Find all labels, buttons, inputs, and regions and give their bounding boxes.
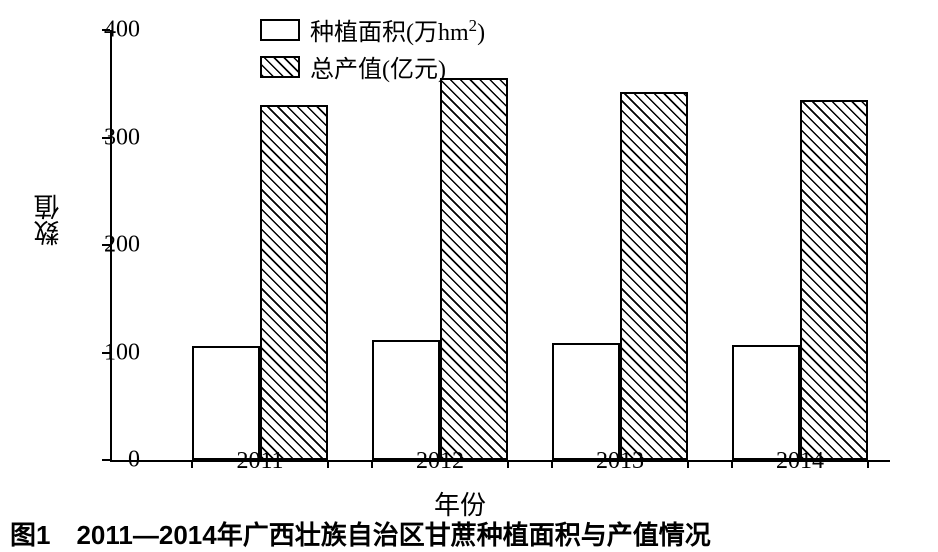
bar-planting-area bbox=[372, 340, 440, 460]
y-tick-label: 100 bbox=[104, 339, 140, 366]
bar-total-value bbox=[800, 100, 868, 460]
bar-planting-area bbox=[732, 345, 800, 460]
x-tick bbox=[687, 460, 689, 468]
x-tick-label: 2014 bbox=[776, 448, 824, 475]
x-tick-label: 2012 bbox=[416, 448, 464, 475]
y-tick bbox=[102, 459, 110, 461]
x-tick bbox=[327, 460, 329, 468]
plot-area bbox=[110, 30, 890, 462]
y-tick-label: 0 bbox=[128, 447, 140, 474]
x-tick-label: 2011 bbox=[236, 448, 283, 475]
bar-planting-area bbox=[192, 346, 260, 460]
x-tick bbox=[507, 460, 509, 468]
bar-total-value bbox=[620, 92, 688, 460]
y-axis-title: 数值 bbox=[30, 194, 67, 246]
bar-total-value bbox=[260, 105, 328, 460]
bar-total-value bbox=[440, 78, 508, 460]
x-tick bbox=[867, 460, 869, 468]
x-tick bbox=[551, 460, 553, 468]
y-tick-label: 200 bbox=[104, 232, 140, 259]
bar-planting-area bbox=[552, 343, 620, 460]
x-tick bbox=[191, 460, 193, 468]
x-tick-label: 2013 bbox=[596, 448, 644, 475]
y-tick-label: 400 bbox=[104, 17, 140, 44]
figure-caption: 图1 2011—2014年广西壮族自治区甘蔗种植面积与产值情况 bbox=[10, 515, 930, 552]
x-tick bbox=[731, 460, 733, 468]
chart-container: 种植面积(万hm2) 总产值(亿元) 数值 年份 图1 2011—2014年广西… bbox=[10, 10, 930, 540]
y-tick-label: 300 bbox=[104, 124, 140, 151]
x-tick bbox=[371, 460, 373, 468]
